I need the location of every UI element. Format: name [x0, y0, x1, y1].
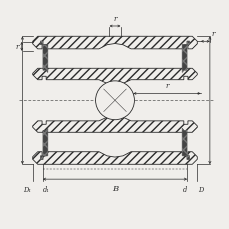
- Polygon shape: [33, 37, 196, 50]
- Polygon shape: [40, 129, 48, 160]
- Polygon shape: [33, 117, 196, 133]
- Text: r: r: [113, 15, 116, 23]
- Text: D₁: D₁: [23, 185, 31, 193]
- Text: d: d: [182, 185, 186, 193]
- Text: D: D: [198, 185, 203, 193]
- Text: r: r: [165, 82, 168, 90]
- Circle shape: [95, 82, 134, 120]
- Text: d₁: d₁: [43, 185, 50, 193]
- Text: r: r: [210, 30, 214, 38]
- Polygon shape: [33, 69, 196, 85]
- Polygon shape: [40, 42, 48, 73]
- Text: r: r: [16, 43, 19, 51]
- Polygon shape: [33, 152, 196, 165]
- Polygon shape: [181, 42, 189, 73]
- Polygon shape: [181, 129, 189, 160]
- Text: B: B: [112, 184, 117, 192]
